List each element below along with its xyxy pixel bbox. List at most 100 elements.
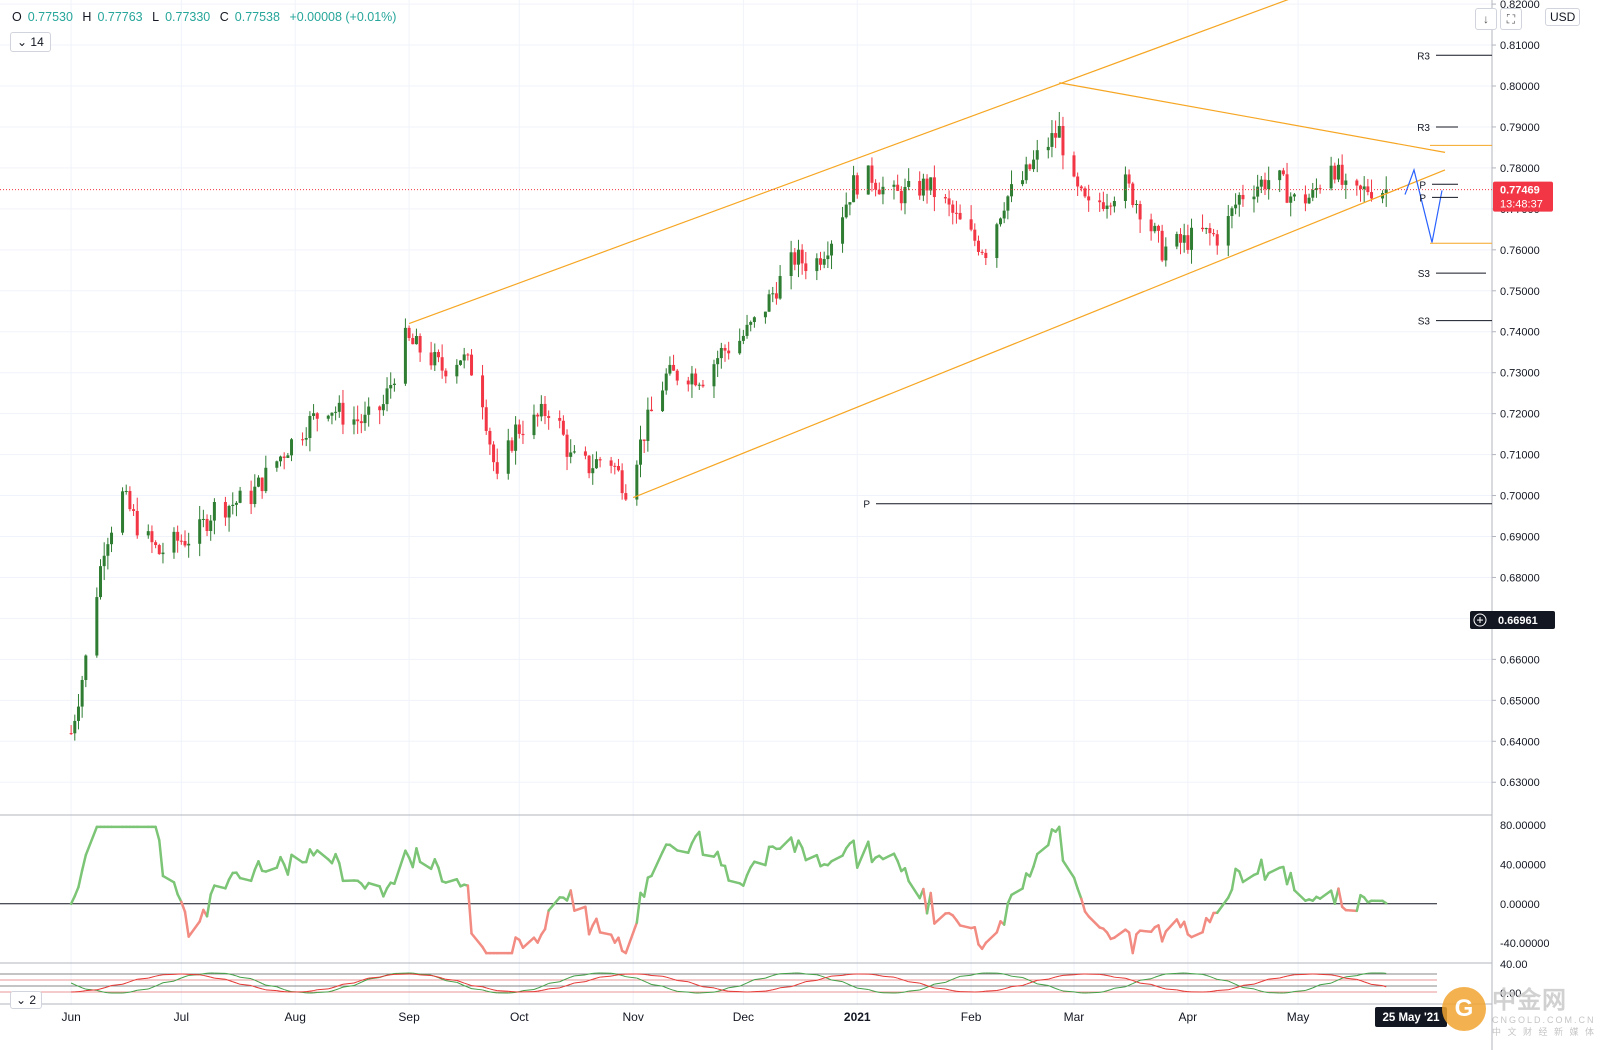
osc-segment [84,825,99,857]
sub-osc-signal [904,980,909,983]
candle-body [1234,204,1238,209]
sub-osc-line [74,984,79,987]
fullscreen-button[interactable]: ⛶ [1500,8,1522,30]
sub-osc-line [1114,986,1126,989]
sub-osc-signal [1026,982,1031,985]
sub-osc-signal [1132,980,1137,983]
sub-osc-line [1037,983,1049,986]
osc-segment [727,879,741,885]
sub-osc-signal [691,982,696,985]
osc-segment [180,900,187,914]
osc-segment [650,850,664,878]
grid-lines [0,0,1492,1005]
sub-osc-signal [563,985,568,988]
candle-body [1072,155,1076,177]
candles [69,111,1388,741]
time-tick-label: Sep [398,1010,420,1024]
candle-body [378,406,382,411]
candle-body [1344,180,1348,185]
candle-body [1032,159,1036,170]
sub-osc-line [688,991,693,994]
sub-osc-signal [258,987,263,990]
sub-osc-signal [96,988,101,991]
channel-upper-line [408,0,1289,325]
sub-osc-line [1165,972,1177,975]
date-badge-label: 25 May '21 [1382,1012,1440,1024]
candle-body [282,456,286,458]
sub-osc-signal [206,975,211,978]
sub-osc-signal [339,983,344,986]
sub-osc-line [368,977,380,980]
scroll-down-button[interactable]: ↓ [1475,8,1497,30]
time-tick-label: Mar [1064,1010,1085,1024]
currency-label[interactable]: USD [1545,8,1581,26]
candle-body [1153,225,1157,232]
candle-body [411,338,415,345]
sub-osc-line [335,988,340,991]
sub-osc-signal [919,982,924,985]
indicator-length-main[interactable]: ⌄ 14 [10,32,51,52]
candle-body [1186,235,1190,250]
sub-osc-line [1059,989,1064,992]
candle-body [1366,186,1370,193]
candle-body [128,490,132,510]
sub-osc-line [541,984,546,988]
sub-osc-line [651,984,663,987]
sub-osc-signal [559,986,564,989]
osc-segment [257,860,264,873]
indicator-length-value: 14 [30,35,44,49]
oscillator-pane: 80.00000 40.00000 0.00000 -40.00000 [0,820,1550,955]
osc-tick-label: 0.00000 [1500,899,1540,911]
sub-osc-signal [335,985,340,988]
sub-osc-signal [592,977,597,980]
candle-body [995,224,999,258]
candle-body [385,388,389,405]
time-tick-label: May [1287,1010,1310,1024]
sub-osc-signal [1360,980,1365,983]
candle-body [587,455,591,474]
osc-segment [510,936,517,955]
sub-osc-signal [1103,974,1108,976]
sub-osc-line [199,973,204,975]
sub-osc-line [81,987,86,990]
sub-osc-line [1048,985,1053,988]
sub-osc-line [184,974,189,978]
candle-body [841,217,845,244]
sub-osc-line [743,982,748,986]
projection-path [1404,167,1443,243]
candle-body [1076,176,1080,187]
candle-body [146,531,150,536]
candle-body [223,502,227,518]
sub-osc-signal [570,982,575,985]
sub-osc-signal [1290,974,1295,976]
candle-body [264,467,268,492]
candle-body [778,276,782,299]
candle-body [1057,126,1061,138]
sub-osc-line [225,972,230,975]
osc-segment [382,886,389,898]
sub-osc-line [625,976,637,979]
candle-body [819,258,823,265]
candle-body [668,364,672,374]
crosshair-badge-value: 0.66961 [1498,615,1538,627]
sub-osc-signal [155,974,160,977]
candle-body [583,451,587,456]
candle-body [510,440,514,451]
date-badge-bg [1375,1007,1447,1027]
sub-osc-line [104,991,108,994]
indicator-length-sub[interactable]: ⌄ 2 [10,991,43,1009]
time-tick-label: Feb [961,1010,982,1024]
osc-segment [1260,858,1267,881]
sub-osc-line [416,973,421,975]
candle-body [624,493,628,500]
pivot-label: R3 [1417,51,1430,62]
candle-body [466,354,470,356]
sub-osc-line [1011,975,1023,978]
osc-segment [198,908,205,923]
sub-osc-line [159,982,164,985]
candle-body [903,186,907,204]
osc-segment [958,924,973,930]
sub-osc-line [1110,987,1115,991]
sub-osc-line [827,978,832,981]
